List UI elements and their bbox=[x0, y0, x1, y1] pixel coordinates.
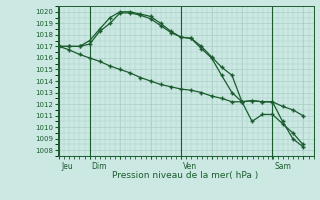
X-axis label: Pression niveau de la mer( hPa ): Pression niveau de la mer( hPa ) bbox=[112, 171, 259, 180]
Text: Dim: Dim bbox=[92, 162, 107, 171]
Text: Jeu: Jeu bbox=[61, 162, 73, 171]
Text: Sam: Sam bbox=[274, 162, 291, 171]
Text: Ven: Ven bbox=[183, 162, 197, 171]
